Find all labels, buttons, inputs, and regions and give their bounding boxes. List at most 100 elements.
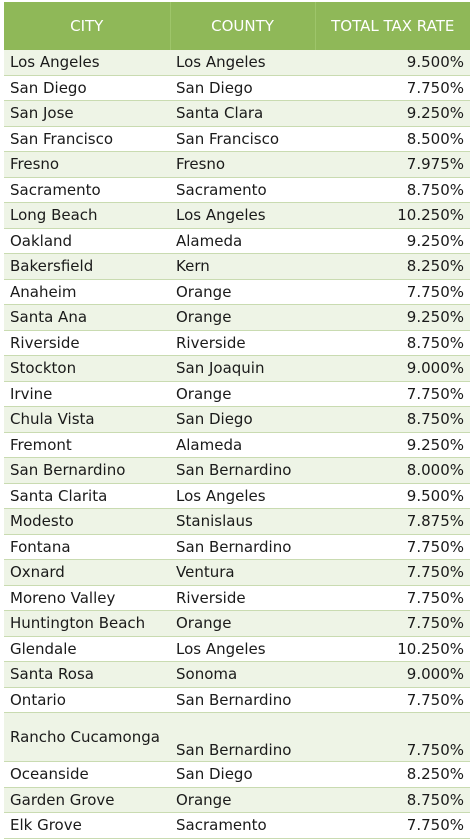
rate-cell: 8.500% <box>315 126 470 152</box>
city-cell: Santa Ana <box>4 304 170 331</box>
city-cell: Stockton <box>4 355 170 382</box>
table-row: Oceanside San Diego 8.250% <box>4 761 470 788</box>
county-cell: San Bernardino <box>170 687 315 713</box>
table-row: Ontario San Bernardino 7.750% <box>4 687 470 713</box>
header-total-tax-rate: TOTAL TAX RATE <box>314 2 470 50</box>
city-cell: Anaheim <box>4 279 170 305</box>
rate-cell: 7.750% <box>315 534 470 560</box>
city-cell: San Francisco <box>4 126 170 152</box>
city-cell: Moreno Valley <box>4 585 170 611</box>
county-cell: Los Angeles <box>170 50 315 76</box>
table-row: Oxnard Ventura 7.750% <box>4 559 470 586</box>
county-cell: Sacramento <box>170 812 315 839</box>
city-cell: Santa Rosa <box>4 661 170 688</box>
county-cell: Sonoma <box>170 661 315 688</box>
city-cell: Oceanside <box>4 761 170 788</box>
county-cell: San Joaquin <box>170 355 315 382</box>
city-cell: Oxnard <box>4 559 170 586</box>
rate-cell: 8.750% <box>315 177 470 203</box>
rate-cell: 9.250% <box>315 432 470 458</box>
city-cell: Garden Grove <box>4 787 170 813</box>
table-row: Santa Clarita Los Angeles 9.500% <box>4 483 470 509</box>
county-cell: Santa Clara <box>170 100 315 127</box>
city-cell: Rancho Cucamonga <box>4 712 170 762</box>
city-cell: Huntington Beach <box>4 610 170 637</box>
county-cell: San Diego <box>170 75 315 101</box>
city-cell: Glendale <box>4 636 170 662</box>
city-cell: Fresno <box>4 151 170 178</box>
table-row: Elk Grove Sacramento 7.750% <box>4 812 470 839</box>
rate-cell: 8.750% <box>315 406 470 433</box>
rate-cell: 7.875% <box>315 508 470 535</box>
city-cell: Ontario <box>4 687 170 713</box>
rate-cell: 9.000% <box>315 355 470 382</box>
city-cell: Fremont <box>4 432 170 458</box>
rate-cell: 7.750% <box>315 381 470 407</box>
county-cell: Fresno <box>170 151 315 178</box>
county-cell: San Diego <box>170 761 315 788</box>
rate-cell: 7.750% <box>315 75 470 101</box>
city-cell: Santa Clarita <box>4 483 170 509</box>
county-cell: Orange <box>170 304 315 331</box>
rate-cell: 7.750% <box>315 585 470 611</box>
rate-cell: 7.750% <box>315 712 470 762</box>
rate-cell: 7.750% <box>315 610 470 637</box>
rate-cell: 7.750% <box>315 687 470 713</box>
table-row: Fresno Fresno 7.975% <box>4 151 470 178</box>
rate-cell: 9.500% <box>315 50 470 76</box>
table-row: Irvine Orange 7.750% <box>4 381 470 407</box>
table-row: San Bernardino San Bernardino 8.000% <box>4 457 470 484</box>
table-row: Santa Rosa Sonoma 9.000% <box>4 661 470 688</box>
county-cell: Orange <box>170 279 315 305</box>
tax-rate-table: CITY COUNTY TOTAL TAX RATE Los Angeles Lo… <box>4 2 470 839</box>
header-county: COUNTY <box>169 2 315 50</box>
county-cell: San Bernardino <box>170 534 315 560</box>
city-cell: Oakland <box>4 228 170 254</box>
table-row: Riverside Riverside 8.750% <box>4 330 470 356</box>
county-cell: Riverside <box>170 330 315 356</box>
county-cell: Los Angeles <box>170 202 315 229</box>
county-cell: San Diego <box>170 406 315 433</box>
table-row: Garden Grove Orange 8.750% <box>4 787 470 813</box>
city-cell: Long Beach <box>4 202 170 229</box>
county-cell: San Bernardino <box>170 457 315 484</box>
city-cell: Los Angeles <box>4 50 170 76</box>
table-row: Rancho Cucamonga San Bernardino 7.750% <box>4 712 470 762</box>
table-row: Oakland Alameda 9.250% <box>4 228 470 254</box>
table-row: Glendale Los Angeles 10.250% <box>4 636 470 662</box>
rate-cell: 9.000% <box>315 661 470 688</box>
table-row: Anaheim Orange 7.750% <box>4 279 470 305</box>
rate-cell: 8.750% <box>315 330 470 356</box>
table-row: San Francisco San Francisco 8.500% <box>4 126 470 152</box>
county-cell: Los Angeles <box>170 483 315 509</box>
county-cell: Stanislaus <box>170 508 315 535</box>
county-cell: Kern <box>170 253 315 280</box>
table-row: Huntington Beach Orange 7.750% <box>4 610 470 637</box>
table-row: Long Beach Los Angeles 10.250% <box>4 202 470 229</box>
table-row: Fontana San Bernardino 7.750% <box>4 534 470 560</box>
rate-cell: 8.250% <box>315 761 470 788</box>
county-cell: Orange <box>170 610 315 637</box>
county-cell: Ventura <box>170 559 315 586</box>
city-cell: Elk Grove <box>4 812 170 839</box>
city-cell: San Diego <box>4 75 170 101</box>
rate-cell: 8.250% <box>315 253 470 280</box>
rate-cell: 9.250% <box>315 228 470 254</box>
city-cell: Chula Vista <box>4 406 170 433</box>
county-cell: Orange <box>170 787 315 813</box>
county-cell: Orange <box>170 381 315 407</box>
rate-cell: 8.000% <box>315 457 470 484</box>
city-cell: San Jose <box>4 100 170 127</box>
rate-cell: 7.750% <box>315 559 470 586</box>
table-row: Sacramento Sacramento 8.750% <box>4 177 470 203</box>
county-cell: Alameda <box>170 228 315 254</box>
city-cell: Irvine <box>4 381 170 407</box>
table-row: Chula Vista San Diego 8.750% <box>4 406 470 433</box>
table-row: Santa Ana Orange 9.250% <box>4 304 470 331</box>
table-body: Los Angeles Los Angeles 9.500% San Diego San… <box>4 50 470 839</box>
table-row: Moreno Valley Riverside 7.750% <box>4 585 470 611</box>
rate-cell: 9.250% <box>315 304 470 331</box>
header-row: CITY COUNTY TOTAL TAX RATE <box>4 2 470 50</box>
rate-cell: 7.750% <box>315 812 470 839</box>
city-cell: Bakersfield <box>4 253 170 280</box>
